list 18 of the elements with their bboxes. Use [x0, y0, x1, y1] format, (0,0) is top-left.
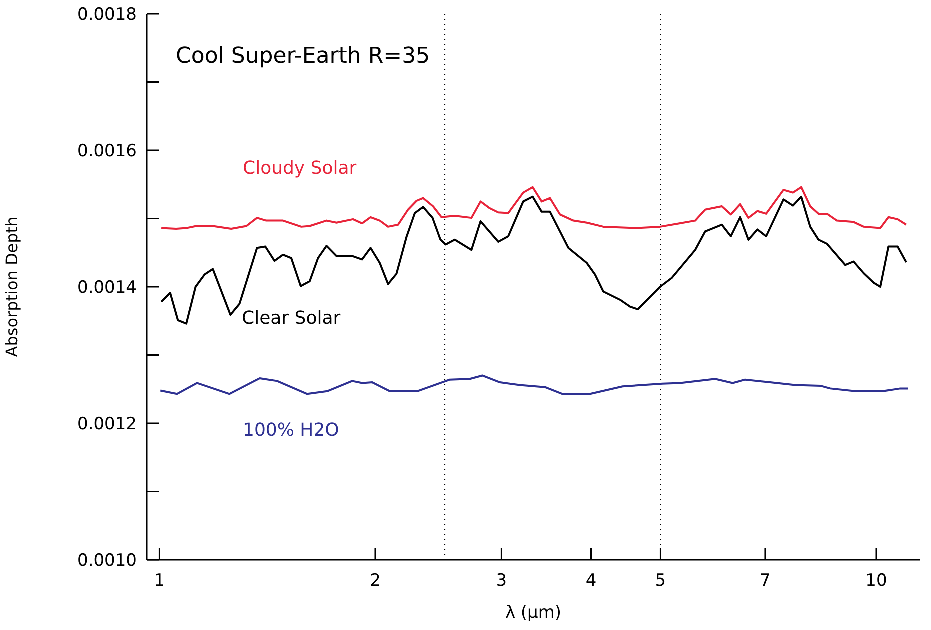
y-tick-label: 0.0016: [78, 142, 137, 162]
x-tick-label: 7: [760, 571, 771, 592]
y-tick-label: 0.0012: [78, 414, 137, 435]
y-tick-label: 0.0010: [78, 551, 137, 572]
series-label: 100% H2O: [243, 420, 340, 441]
series-label: Clear Solar: [242, 308, 341, 329]
x-tick-label: 5: [655, 571, 666, 592]
y-tick-label: 0.0014: [78, 278, 137, 298]
x-tick-label: 3: [496, 571, 508, 592]
x-axis-title: λ (μm): [505, 603, 562, 623]
x-tick-label: 1: [154, 571, 166, 592]
y-tick-label: 0.0018: [78, 5, 137, 26]
x-tick-label: 4: [586, 571, 597, 592]
text: Cloudy Solar: [243, 158, 357, 179]
y-axis-title: Absorption Depth: [2, 216, 22, 358]
x-tick-label: 10: [866, 571, 888, 592]
x-tick-label: 2: [370, 571, 381, 592]
text: Cool Super-Earth R=35: [176, 44, 430, 69]
